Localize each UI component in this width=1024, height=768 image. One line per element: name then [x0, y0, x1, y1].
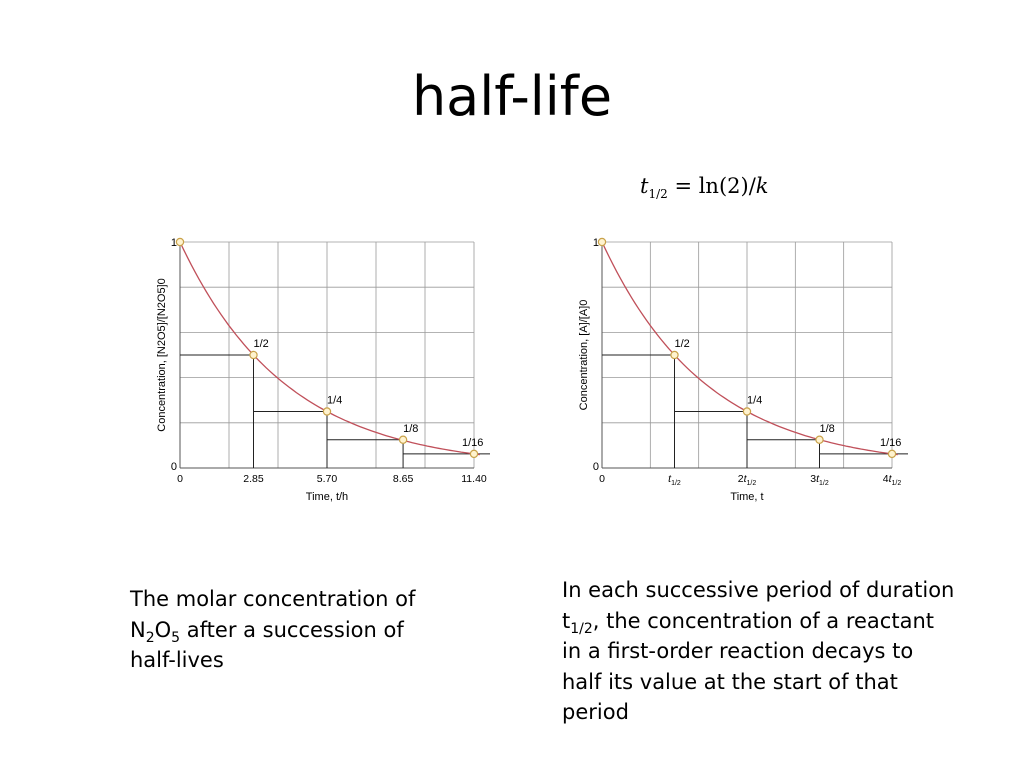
formula-t-variable: t: [640, 174, 649, 198]
x-tick-label: 0: [177, 473, 183, 485]
x-tick-label: 3t1/2: [810, 473, 829, 487]
data-point-marker: [249, 350, 258, 360]
x-tick-label: 2.85: [243, 473, 264, 485]
data-point-marker: [175, 237, 185, 247]
point-labels: 1/2 1/4 1/8 1/16: [675, 338, 902, 449]
y-tick-label-bottom: 0: [171, 461, 177, 473]
data-points: [597, 237, 897, 459]
half-life-step-lines: [180, 354, 490, 468]
x-tick-labels: 0 t1/2 2t1/2 3t1/2 4t1/2: [599, 473, 901, 487]
slide-title: half-life: [411, 65, 613, 128]
point-label: 1/8: [820, 423, 835, 435]
caption-line: after a succession of: [180, 617, 404, 642]
point-labels: 1/2 1/4 1/8 1/16: [254, 338, 484, 449]
caption-subscript: 2: [145, 629, 155, 646]
y-axis-label: Concentration, [N2O5]/[N2O5]0: [156, 278, 168, 431]
data-point-marker: [887, 449, 897, 459]
caption-line: In each successive period of duration: [562, 578, 955, 602]
x-tick-label: 5.70: [317, 473, 338, 485]
y-axis-label: Concentration, [A]/[A]0: [578, 300, 590, 411]
x-tick-label: 11.40: [461, 473, 487, 485]
data-point-marker: [815, 435, 824, 444]
first-order-decay-chart: 1/2 1/4 1/8 1/16 0 t1/2 2t1/2 3t1/2 4t1/2 1 0 T…: [578, 237, 908, 503]
data-point-marker: [322, 407, 332, 416]
point-label: 1/4: [747, 395, 762, 407]
point-label: 1/16: [462, 437, 483, 449]
caption-line: half-lives: [130, 648, 224, 672]
point-label: 1/2: [254, 338, 269, 350]
y-tick-label-top: 1: [171, 237, 177, 249]
caption-line: , the concentration of a reactant: [592, 608, 934, 633]
x-tick-label: 4t1/2: [883, 473, 902, 487]
data-point-marker: [597, 237, 607, 247]
y-tick-label-bottom: 0: [593, 461, 599, 473]
caption-line: The molar concentration of: [130, 587, 416, 611]
data-point-marker: [670, 350, 679, 360]
formula-k-variable: k: [755, 174, 769, 198]
half-life-formula: t1/2 = ln(2)/k: [640, 174, 769, 201]
x-tick-label: t1/2: [668, 473, 681, 487]
point-label: 1/8: [403, 423, 418, 435]
x-tick-label: 2t1/2: [738, 473, 757, 487]
x-tick-label: 0: [599, 473, 605, 485]
point-label: 1/4: [327, 395, 342, 407]
x-tick-labels: 0 2.85 5.70 8.65 11.40: [177, 473, 487, 485]
caption-formula-o: O: [154, 617, 172, 642]
data-points: [175, 237, 479, 459]
caption-subscript: 5: [171, 629, 181, 646]
y-tick-label-top: 1: [593, 237, 599, 249]
caption-line: period: [562, 700, 629, 724]
point-label: 1/2: [675, 338, 690, 350]
caption-t: t: [562, 608, 571, 633]
n2o5-decay-chart: 1/2 1/4 1/8 1/16 0 2.85 5.70 8.65 11.40 1 0 Tim…: [156, 237, 490, 503]
formula-rhs: = ln(2)/: [667, 174, 756, 198]
point-label: 1/16: [880, 437, 901, 449]
right-chart-caption: In each successive period of duration t1…: [562, 575, 1012, 728]
x-axis-label: Time, t/h: [306, 491, 348, 503]
half-life-step-lines: [602, 354, 908, 468]
data-point-marker: [469, 449, 479, 459]
x-tick-label: 8.65: [393, 473, 414, 485]
data-point-marker: [742, 407, 752, 416]
formula-subscript: 1/2: [648, 187, 668, 202]
left-chart-caption: The molar concentration of N2O5 after a …: [130, 584, 470, 676]
caption-line: half its value at the start of that: [562, 669, 898, 694]
caption-formula-n: N: [130, 617, 146, 642]
data-point-marker: [398, 435, 408, 444]
caption-subscript: 1/2: [570, 620, 593, 637]
caption-line: in a first-order reaction decays to: [562, 639, 914, 663]
x-axis-label: Time, t: [730, 491, 763, 503]
